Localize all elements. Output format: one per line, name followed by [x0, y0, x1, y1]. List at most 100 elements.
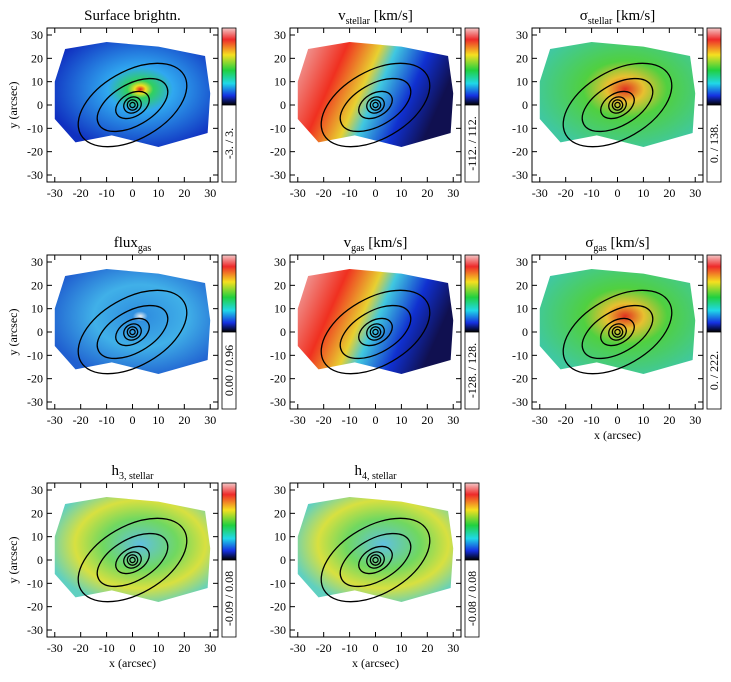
x-tick-label: 10 — [395, 413, 407, 427]
y-tick-label: 10 — [274, 530, 286, 544]
panel-title: Surface brightn. — [84, 8, 181, 24]
y-tick-label: -30 — [27, 395, 43, 409]
contour — [115, 90, 150, 120]
contour — [611, 99, 624, 111]
contour — [320, 517, 431, 603]
panel-title: vgas [km/s] — [344, 235, 408, 254]
x-tick-label: -30 — [532, 186, 548, 200]
y-tick-label: -30 — [27, 168, 43, 182]
colorbar-scale — [464, 27, 480, 106]
colorbar-scale — [706, 254, 722, 333]
contour — [126, 326, 139, 338]
x-tick-label: -10 — [99, 413, 115, 427]
colorbar-box — [464, 104, 480, 183]
contour — [129, 101, 136, 109]
y-tick-label: 10 — [274, 75, 286, 89]
contour — [129, 328, 136, 336]
title-sub: gas — [593, 243, 606, 254]
colorbar-scale — [464, 254, 480, 333]
y-tick-label: -20 — [512, 372, 528, 386]
colorbar: 0.00 / 0.96 — [221, 254, 237, 410]
y-tick-label: -10 — [27, 348, 43, 362]
y-tick-label: 30 — [31, 255, 43, 269]
contour — [96, 77, 169, 133]
x-tick-label: -10 — [99, 186, 115, 200]
y-tick-label: 30 — [31, 28, 43, 42]
x-tick-label: -20 — [316, 413, 332, 427]
y-tick-label: 0 — [522, 98, 528, 112]
panel: -30 -20 -10 0 10 20 30 -30 -20 -10 0 10 20 30 Surface … — [6, 8, 237, 200]
x-axis-label: x (arcsec) — [594, 428, 641, 442]
contour — [123, 551, 142, 569]
y-tick-label: -10 — [270, 121, 286, 135]
title-main: flux — [114, 235, 139, 251]
y-tick-label: 0 — [522, 325, 528, 339]
y-tick-label: 30 — [31, 483, 43, 497]
map-footprint — [54, 497, 211, 602]
y-tick-label: 20 — [274, 51, 286, 65]
y-tick-label: 0 — [37, 325, 43, 339]
contour — [369, 326, 382, 338]
y-axis-label: y (arcsec) — [6, 82, 20, 129]
map-footprint — [297, 42, 454, 147]
x-tick-label: 10 — [152, 413, 164, 427]
y-tick-label: -20 — [270, 372, 286, 386]
x-tick-label: 10 — [395, 641, 407, 655]
contour — [372, 556, 379, 564]
contour — [123, 96, 142, 114]
y-tick-label: 30 — [274, 28, 286, 42]
colorbar-box — [706, 331, 722, 410]
y-tick-label: 10 — [516, 302, 528, 316]
colorbar-label: 0.00 / 0.96 — [222, 345, 236, 396]
contour — [129, 556, 136, 564]
x-tick-label: -20 — [316, 641, 332, 655]
y-tick-label: 0 — [280, 553, 286, 567]
colorbar-scale — [221, 27, 237, 106]
y-tick-label: 30 — [274, 255, 286, 269]
contour — [123, 323, 142, 341]
y-axis-label: y (arcsec) — [6, 309, 20, 356]
x-tick-label: 20 — [178, 186, 190, 200]
contour — [358, 317, 393, 347]
colorbar-box — [464, 559, 480, 638]
contour — [581, 304, 654, 360]
contour — [562, 62, 673, 148]
x-tick-label: -10 — [342, 413, 358, 427]
x-tick-label: 30 — [447, 413, 459, 427]
map-footprint — [539, 42, 696, 147]
title-unit: [km/s] — [612, 8, 655, 24]
title-main: σ — [580, 8, 588, 24]
y-tick-label: 30 — [516, 28, 528, 42]
x-tick-label: 30 — [204, 641, 216, 655]
contour — [126, 554, 139, 566]
title-main: h — [355, 463, 363, 479]
x-tick-label: 30 — [204, 186, 216, 200]
y-tick-label: -10 — [27, 576, 43, 590]
y-tick-label: -30 — [27, 623, 43, 637]
x-tick-label: 20 — [663, 186, 675, 200]
x-tick-label: 0 — [373, 641, 379, 655]
x-tick-label: 0 — [615, 413, 621, 427]
map-footprint — [54, 269, 211, 374]
title-main: v — [344, 235, 352, 251]
colorbar-label: -128. / 128. — [465, 343, 479, 398]
x-tick-label: -20 — [558, 186, 574, 200]
title-unit: [km/s] — [370, 8, 413, 24]
panel: -30 -20 -10 0 10 20 30 -30 -20 -10 0 10 20 30 h4, stel… — [270, 463, 480, 670]
y-tick-label: -20 — [270, 145, 286, 159]
y-tick-label: 0 — [280, 98, 286, 112]
title-sub: stellar — [346, 16, 371, 27]
colorbar-label: -112. / 112. — [465, 116, 479, 170]
contour — [369, 554, 382, 566]
y-tick-label: 20 — [516, 278, 528, 292]
contour — [339, 532, 412, 588]
colorbar-scale — [221, 254, 237, 333]
y-tick-label: -30 — [512, 395, 528, 409]
contour — [608, 323, 627, 341]
colorbar-box — [464, 331, 480, 410]
contour — [369, 99, 382, 111]
contour — [614, 101, 621, 109]
panel: -30 -20 -10 0 10 20 30 -30 -20 -10 0 10 20 30 fluxgas y… — [6, 235, 237, 427]
x-tick-label: 30 — [689, 413, 701, 427]
x-tick-label: 10 — [152, 186, 164, 200]
